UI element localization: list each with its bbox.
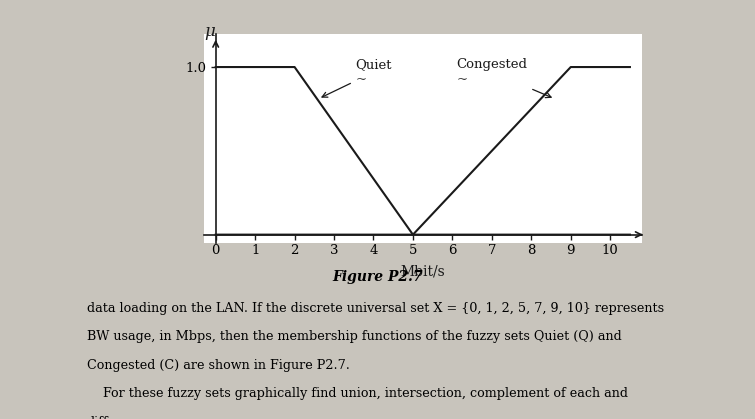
Text: For these fuzzy sets graphically find union, intersection, complement of each an: For these fuzzy sets graphically find un… (87, 387, 628, 400)
Text: Mbit/s: Mbit/s (400, 265, 445, 279)
Text: data loading on the LAN. If the discrete universal set X = {0, 1, 2, 5, 7, 9, 10: data loading on the LAN. If the discrete… (87, 302, 664, 315)
Text: $\mu$: $\mu$ (204, 25, 216, 42)
Text: BW usage, in Mbps, then the membership functions of the fuzzy sets Quiet (Q) and: BW usage, in Mbps, then the membership f… (87, 330, 621, 343)
Text: Congested (C) are shown in Figure P2.7.: Congested (C) are shown in Figure P2.7. (87, 359, 350, 372)
Text: Quiet
~: Quiet ~ (322, 58, 393, 97)
Text: difference.: difference. (87, 416, 156, 419)
Text: Congested
~: Congested ~ (456, 58, 551, 98)
Text: Figure P2.7: Figure P2.7 (332, 270, 423, 284)
